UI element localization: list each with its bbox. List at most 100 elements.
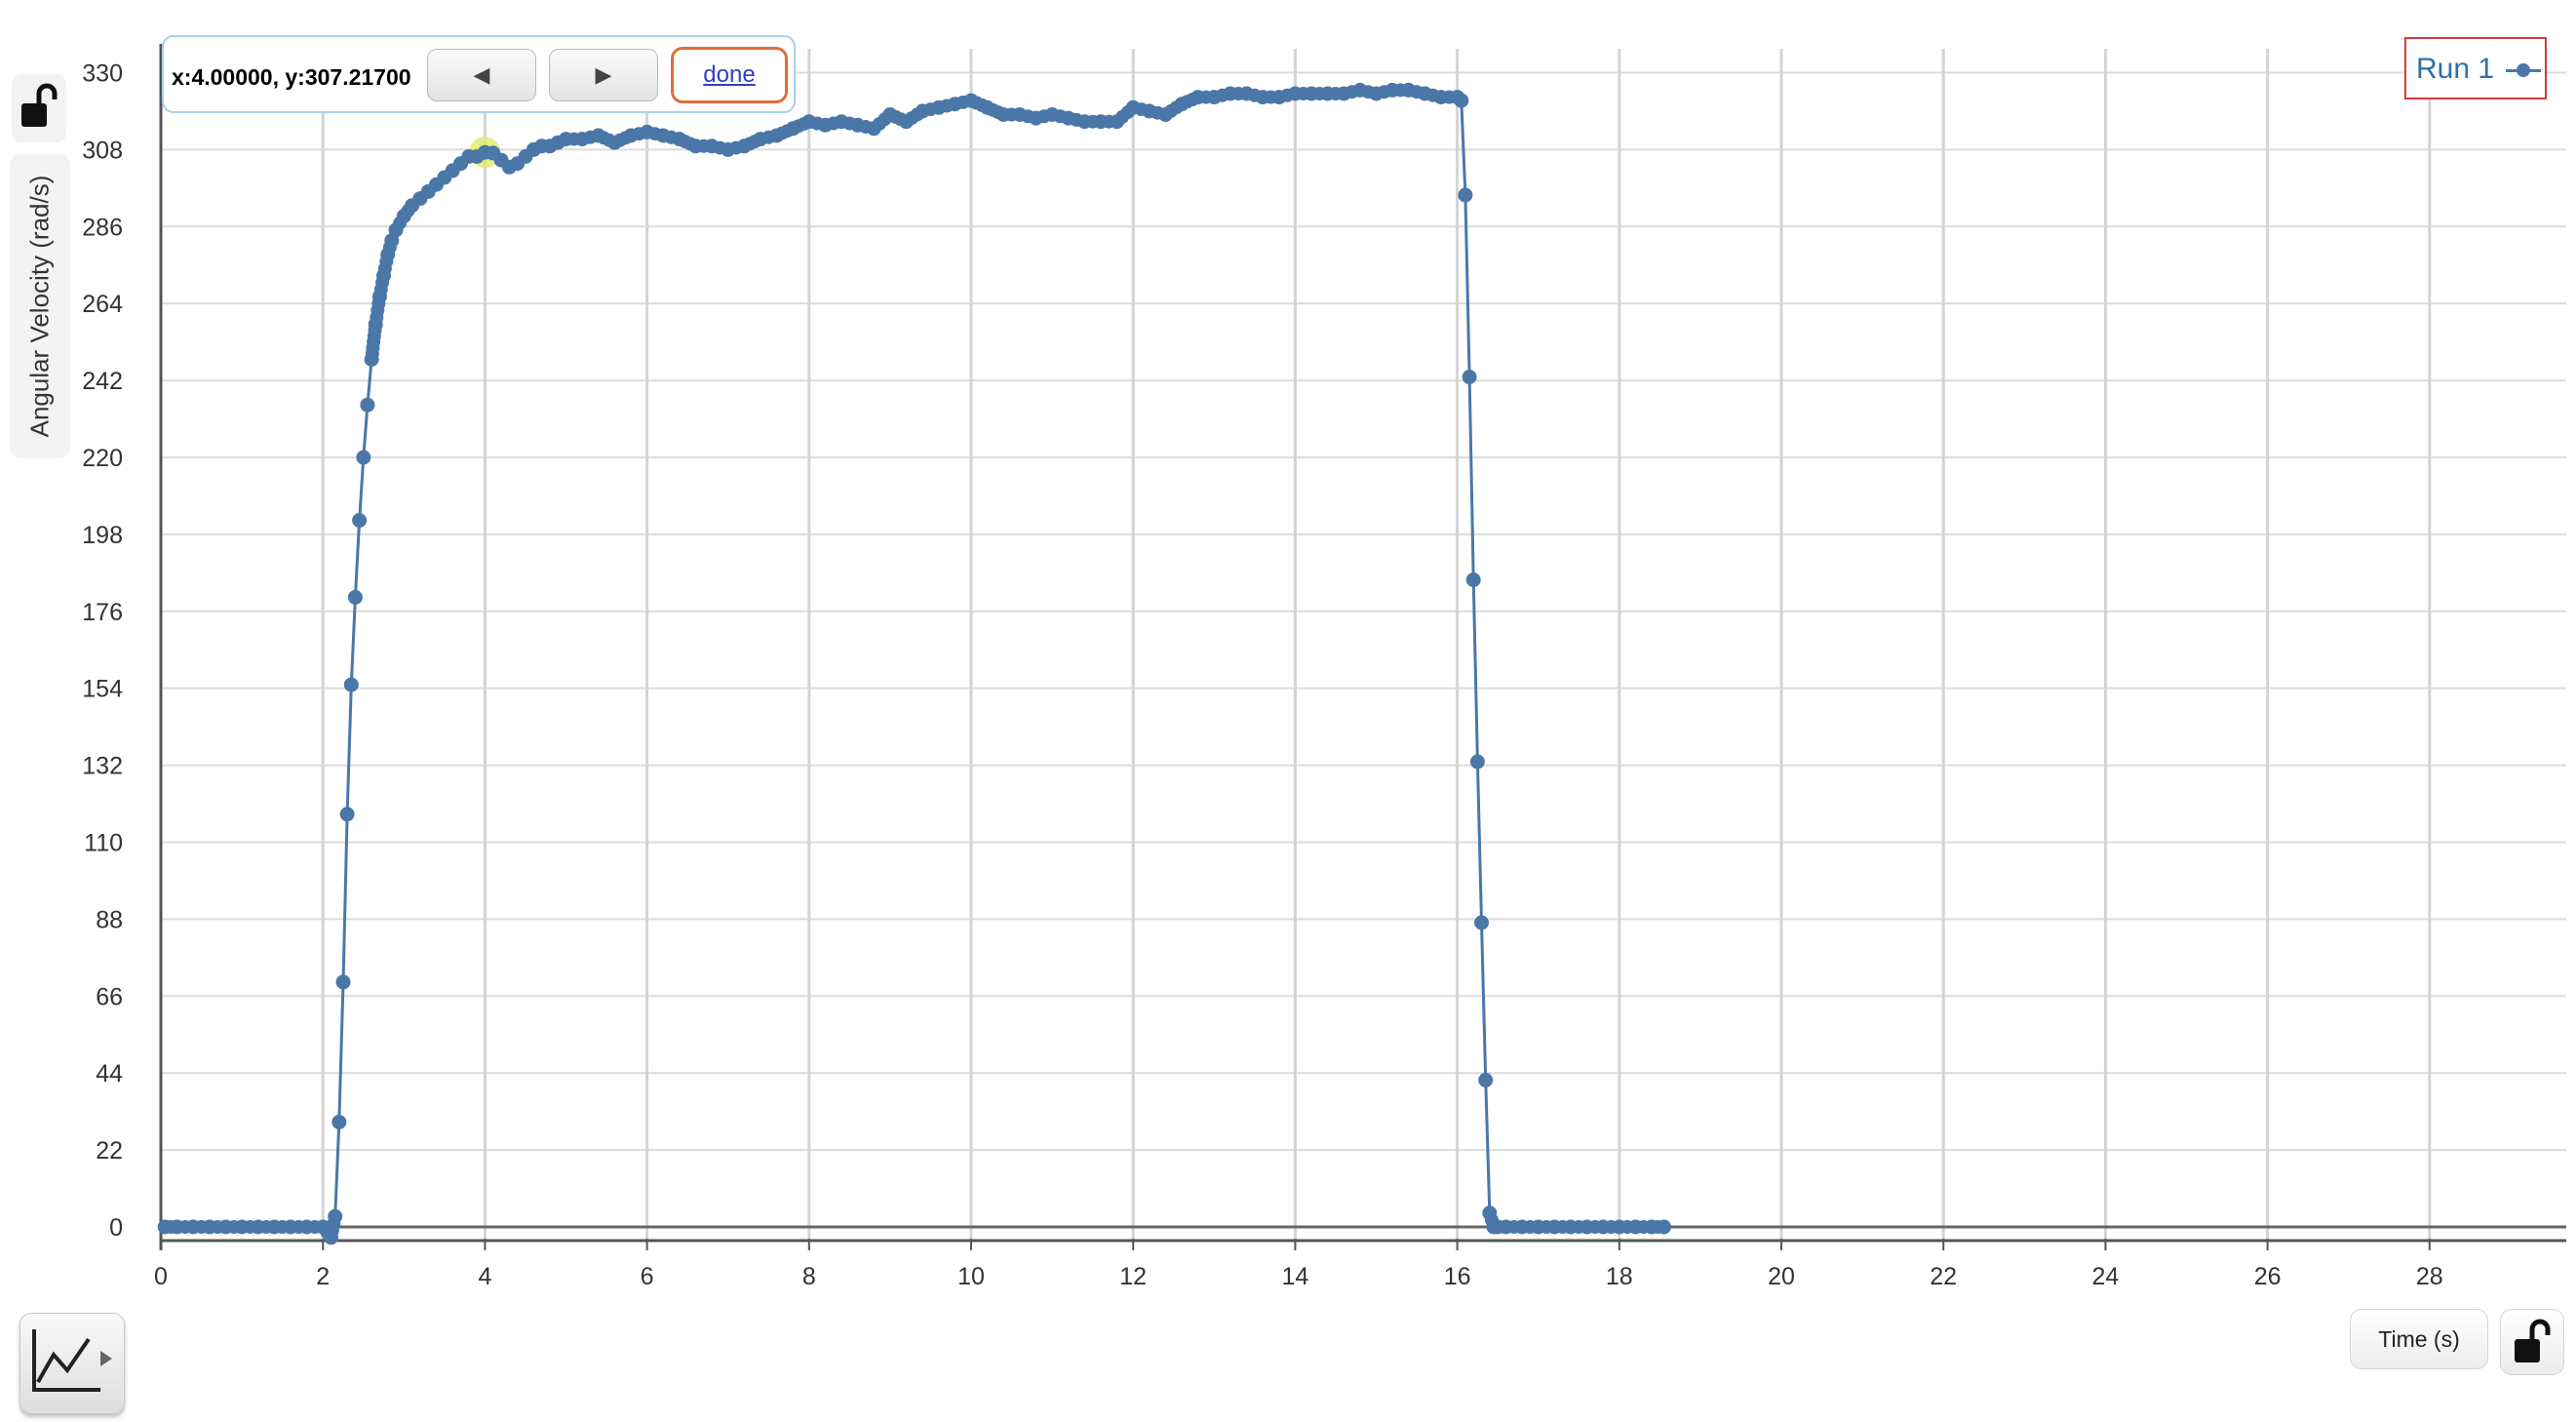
data-point[interactable] [1076,114,1092,130]
data-point[interactable] [1474,915,1489,930]
data-point[interactable] [688,138,703,154]
data-point[interactable] [1563,1219,1579,1235]
x-axis-lock-button[interactable] [2500,1309,2564,1375]
data-point[interactable] [559,132,573,147]
previous-point-button[interactable]: ◀ [427,49,536,101]
data-point[interactable] [315,1219,331,1235]
data-point[interactable] [785,121,800,137]
data-point[interactable] [1320,86,1336,101]
data-point[interactable] [1271,90,1287,105]
x-axis-label[interactable]: Time (s) [2350,1309,2488,1369]
y-axis-lock-button[interactable] [12,74,66,142]
data-point[interactable] [1499,1219,1513,1235]
data-point[interactable] [801,114,817,130]
next-point-button[interactable]: ▶ [549,49,658,101]
legend[interactable]: Run 1 [2404,37,2547,99]
data-point[interactable] [1287,86,1303,101]
data-point[interactable] [995,107,1011,122]
data-point[interactable] [980,99,995,115]
data-point[interactable] [1612,1219,1627,1235]
data-point[interactable] [1482,1205,1498,1221]
data-point[interactable] [850,117,866,133]
data-point[interactable] [1644,1219,1659,1235]
data-point[interactable] [371,289,387,304]
data-point[interactable] [283,1219,298,1235]
data-point[interactable] [324,1230,338,1245]
done-button[interactable]: done [671,47,788,103]
data-point[interactable] [655,128,671,143]
data-point[interactable] [1595,1219,1611,1235]
data-point[interactable] [1125,99,1141,115]
data-point[interactable] [736,138,752,154]
data-point[interactable] [380,247,396,262]
data-point[interactable] [753,132,768,147]
data-point[interactable] [202,1219,217,1235]
data-point[interactable] [352,513,368,528]
data-point[interactable] [266,1219,282,1235]
data-point[interactable] [1580,1219,1595,1235]
data-point[interactable] [170,1219,185,1235]
data-point[interactable] [1142,103,1157,119]
data-point[interactable] [1206,90,1222,105]
data-point[interactable] [251,1219,266,1235]
data-point[interactable] [1012,107,1028,122]
data-point[interactable] [1417,86,1432,101]
data-point[interactable] [817,117,833,133]
data-point[interactable] [1255,90,1270,105]
data-point[interactable] [899,114,914,130]
data-point[interactable] [396,209,411,223]
graph-tools-button[interactable] [20,1313,125,1414]
data-point[interactable] [347,589,363,605]
data-point[interactable] [1627,1219,1643,1235]
data-point[interactable] [1401,82,1417,98]
data-point[interactable] [606,135,622,150]
data-point[interactable] [721,141,736,157]
data-point[interactable] [1462,370,1477,384]
data-point[interactable] [931,99,947,115]
data-point[interactable] [364,352,379,367]
data-point[interactable] [1454,93,1469,108]
data-point[interactable] [356,450,371,465]
data-point[interactable] [640,124,655,139]
data-point[interactable] [1352,82,1368,98]
data-point[interactable] [1029,110,1043,126]
data-point[interactable] [1657,1219,1671,1235]
data-point[interactable] [1546,1219,1562,1235]
data-point[interactable] [360,397,375,413]
data-point[interactable] [1304,86,1319,101]
y-axis-label-box[interactable] [10,154,70,458]
data-point[interactable] [1239,86,1254,101]
data-point[interactable] [1531,1219,1546,1235]
data-point[interactable] [963,93,979,108]
data-point[interactable] [1044,107,1060,122]
data-point[interactable] [332,1114,347,1129]
done-link[interactable]: done [703,61,756,88]
data-point[interactable] [1369,86,1384,101]
data-point[interactable] [882,107,898,122]
data-point[interactable] [1174,97,1190,112]
data-point[interactable] [1061,110,1076,126]
data-point[interactable] [299,1219,315,1235]
data-point[interactable] [157,1219,173,1235]
data-point[interactable] [343,677,359,692]
data-point[interactable] [1458,187,1473,203]
data-point[interactable] [672,132,687,147]
data-point[interactable] [1465,573,1481,587]
data-point[interactable] [328,1208,343,1224]
data-point[interactable] [1469,754,1485,770]
data-point[interactable] [234,1219,250,1235]
data-point[interactable] [574,132,590,147]
data-point[interactable] [1433,90,1449,105]
data-point[interactable] [368,317,383,333]
data-point[interactable] [335,974,351,990]
data-point[interactable] [1110,114,1125,130]
data-point[interactable] [1478,1072,1494,1087]
data-point[interactable] [1385,82,1400,98]
data-point[interactable] [769,128,785,143]
data-point[interactable] [704,138,720,154]
data-point[interactable] [834,114,849,130]
data-point[interactable] [218,1219,233,1235]
data-point[interactable] [376,268,391,283]
data-point[interactable] [339,807,355,822]
data-point[interactable] [591,128,606,143]
